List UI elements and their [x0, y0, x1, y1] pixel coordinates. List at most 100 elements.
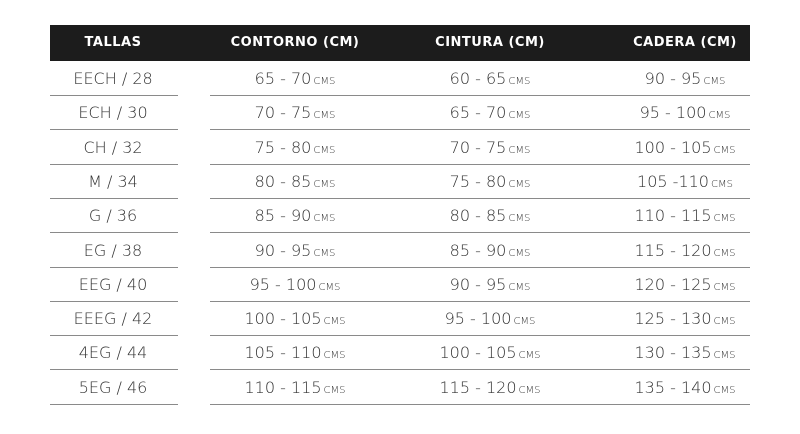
contorno-value: 105 - 110: [244, 343, 322, 363]
unit-label: CMS: [713, 281, 736, 293]
header-cintura: CINTURA (CM): [435, 35, 545, 50]
cadera-cell: 95 - 100 CMS: [640, 96, 731, 130]
row-divider: [210, 369, 750, 371]
cintura-cell: 80 - 85 CMS: [450, 199, 531, 233]
unit-label: CMS: [703, 76, 726, 87]
unit-label: CMS: [518, 384, 541, 396]
table-row: EECH / 28 65 - 70 CMS 60 - 65 CMS 90 - 95 CMS: [0, 62, 800, 96]
contorno-value: 75 - 80: [254, 137, 312, 157]
row-divider: [210, 232, 750, 234]
cadera-cell: 90 - 95 CMS: [645, 62, 726, 96]
cintura-cell: 95 - 100 CMS: [445, 302, 536, 336]
row-divider: [50, 232, 178, 234]
cintura-value: 75 - 80: [449, 171, 507, 191]
unit-label: CMS: [508, 247, 531, 259]
contorno-value: 110 - 115: [244, 377, 322, 397]
cintura-value: 60 - 65: [449, 69, 507, 88]
contorno-cell: 110 - 115 CMS: [245, 371, 346, 405]
cintura-value: 65 - 70: [449, 103, 507, 123]
row-divider: [210, 300, 750, 302]
cintura-cell: 90 - 95 CMS: [450, 268, 531, 302]
table-row: EEG / 40 95 - 100 CMS 90 - 95 CMS 120 - 125 CM…: [0, 268, 800, 302]
row-divider: [210, 403, 750, 405]
unit-label: CMS: [713, 144, 736, 156]
row-divider: [50, 163, 178, 165]
cadera-value: 130 - 135: [634, 343, 712, 363]
row-divider: [210, 335, 750, 337]
cadera-cell: 125 - 130 CMS: [635, 302, 736, 336]
cadera-value: 90 - 95: [644, 69, 702, 88]
unit-label: CMS: [513, 316, 536, 328]
unit-label: CMS: [508, 144, 531, 156]
unit-label: CMS: [508, 178, 531, 190]
unit-label: CMS: [313, 178, 336, 190]
cadera-cell: 105 -110 CMS: [637, 165, 733, 199]
cintura-value: 115 - 120: [439, 377, 517, 397]
unit-label: CMS: [313, 247, 336, 259]
cintura-cell: 75 - 80 CMS: [450, 165, 531, 199]
contorno-cell: 85 - 90 CMS: [255, 199, 336, 233]
row-divider: [210, 197, 750, 199]
talla-cell: EECH / 28: [73, 69, 153, 88]
contorno-value: 85 - 90: [254, 206, 312, 226]
cintura-cell: 70 - 75 CMS: [450, 131, 531, 165]
table-row: G / 36 85 - 90 CMS 80 - 85 CMS 110 - 115 CMS: [0, 199, 800, 234]
contorno-value: 100 - 105: [244, 309, 322, 329]
contorno-cell: 75 - 80 CMS: [255, 131, 336, 165]
contorno-value: 70 - 75: [254, 103, 312, 123]
talla-cell: CH / 32: [83, 137, 143, 157]
contorno-value: 95 - 100: [249, 274, 317, 294]
talla-cell: EG / 38: [83, 240, 143, 260]
row-divider: [50, 300, 178, 302]
unit-label: CMS: [508, 281, 531, 293]
cintura-value: 85 - 90: [449, 240, 507, 260]
cadera-value: 110 - 115: [634, 206, 712, 226]
talla-cell: ECH / 30: [78, 103, 148, 123]
unit-label: CMS: [708, 110, 731, 122]
unit-label: CMS: [318, 281, 341, 293]
row-divider: [50, 335, 178, 337]
table-row: 4EG / 44 105 - 110 CMS 100 - 105 CMS 130 - 13…: [0, 336, 800, 371]
row-divider: [210, 163, 750, 165]
unit-label: CMS: [713, 350, 736, 362]
unit-label: CMS: [713, 384, 736, 396]
unit-label: CMS: [508, 213, 531, 225]
contorno-cell: 105 - 110 CMS: [245, 336, 346, 370]
cadera-cell: 115 - 120 CMS: [635, 234, 736, 268]
cadera-value: 100 - 105: [634, 137, 712, 157]
unit-label: CMS: [313, 76, 336, 87]
cadera-value: 105 -110: [637, 171, 709, 191]
cadera-cell: 100 - 105 CMS: [635, 131, 736, 165]
contorno-value: 65 - 70: [254, 69, 312, 88]
unit-label: CMS: [508, 76, 531, 87]
contorno-cell: 80 - 85 CMS: [255, 165, 336, 199]
row-divider: [210, 95, 750, 96]
contorno-value: 80 - 85: [254, 171, 312, 191]
row-divider: [50, 369, 178, 371]
unit-label: CMS: [508, 110, 531, 122]
row-divider: [210, 266, 750, 268]
row-divider: [50, 129, 178, 131]
contorno-cell: 65 - 70 CMS: [255, 62, 336, 96]
table-row: EG / 38 90 - 95 CMS 85 - 90 CMS 115 - 120 CMS: [0, 234, 800, 268]
talla-cell: 4EG / 44: [78, 343, 148, 363]
cintura-value: 80 - 85: [449, 206, 507, 226]
row-divider: [50, 95, 178, 96]
cintura-value: 70 - 75: [449, 137, 507, 157]
table-row: EEEG / 42 100 - 105 CMS 95 - 100 CMS 125 - 13…: [0, 302, 800, 337]
table-header: TALLAS CONTORNO (CM) CINTURA (CM) CADERA…: [50, 25, 750, 61]
cintura-cell: 100 - 105 CMS: [440, 336, 541, 370]
row-divider: [50, 266, 178, 268]
cintura-cell: 115 - 120 CMS: [440, 371, 541, 405]
cadera-cell: 110 - 115 CMS: [635, 199, 736, 233]
talla-cell: EEEG / 42: [73, 309, 153, 329]
row-divider: [50, 403, 178, 405]
unit-label: CMS: [710, 178, 733, 190]
cadera-value: 135 - 140: [634, 377, 712, 397]
table-row: ECH / 30 70 - 75 CMS 65 - 70 CMS 95 - 100 CMS: [0, 96, 800, 131]
cadera-cell: 120 - 125 CMS: [635, 268, 736, 302]
unit-label: CMS: [313, 213, 336, 225]
header-cadera: CADERA (CM): [633, 35, 737, 50]
contorno-cell: 95 - 100 CMS: [250, 268, 341, 302]
cadera-value: 125 - 130: [634, 309, 712, 329]
